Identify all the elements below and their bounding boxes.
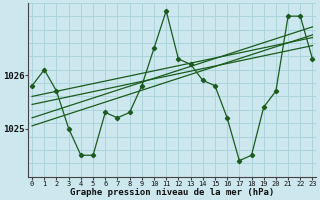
X-axis label: Graphe pression niveau de la mer (hPa): Graphe pression niveau de la mer (hPa) [70, 188, 275, 197]
